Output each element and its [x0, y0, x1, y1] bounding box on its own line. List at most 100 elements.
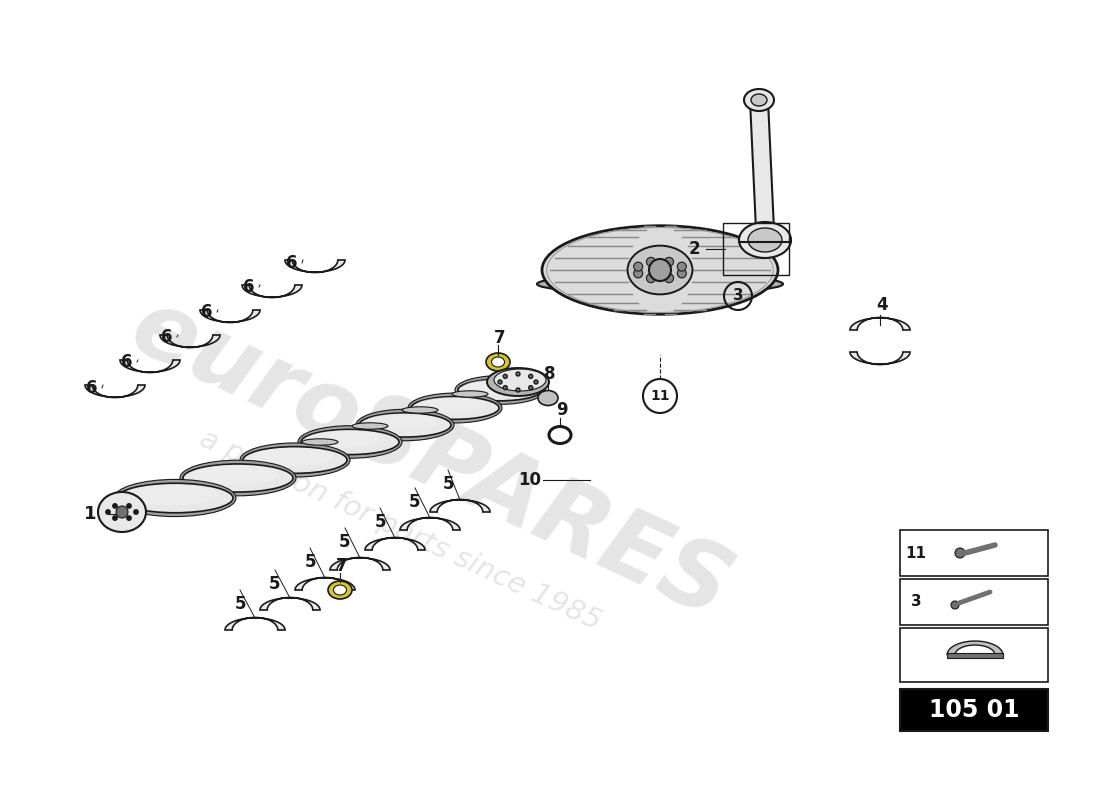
Text: 6: 6 — [121, 353, 133, 371]
Polygon shape — [947, 641, 1003, 655]
Polygon shape — [200, 310, 260, 322]
Ellipse shape — [365, 414, 439, 430]
Text: 11: 11 — [905, 546, 926, 561]
Ellipse shape — [183, 464, 293, 492]
Text: 4: 4 — [877, 296, 888, 314]
Ellipse shape — [302, 438, 338, 445]
Ellipse shape — [408, 393, 502, 423]
Text: 6: 6 — [243, 278, 255, 296]
Ellipse shape — [298, 426, 402, 458]
Ellipse shape — [463, 379, 530, 394]
Ellipse shape — [117, 483, 233, 513]
Circle shape — [634, 262, 642, 271]
Polygon shape — [295, 578, 355, 590]
Polygon shape — [120, 360, 180, 373]
Ellipse shape — [190, 475, 226, 481]
Circle shape — [106, 510, 110, 514]
Bar — [947, 653, 1003, 658]
Polygon shape — [160, 335, 220, 347]
Circle shape — [664, 258, 673, 266]
Circle shape — [516, 388, 520, 392]
Ellipse shape — [359, 413, 451, 437]
Ellipse shape — [308, 430, 386, 448]
Circle shape — [498, 380, 502, 384]
Polygon shape — [285, 260, 345, 273]
Bar — [900, 689, 1048, 731]
Ellipse shape — [452, 391, 488, 397]
Circle shape — [534, 380, 538, 384]
Ellipse shape — [125, 485, 219, 506]
Ellipse shape — [333, 585, 346, 595]
Ellipse shape — [458, 379, 542, 401]
Text: 6: 6 — [201, 303, 212, 321]
Text: 11: 11 — [650, 389, 670, 403]
Ellipse shape — [487, 368, 549, 396]
Ellipse shape — [248, 457, 283, 463]
Circle shape — [678, 262, 686, 271]
Text: 9: 9 — [557, 401, 568, 419]
Circle shape — [529, 374, 532, 378]
Polygon shape — [85, 385, 145, 398]
Text: 5: 5 — [374, 513, 386, 531]
Text: 1: 1 — [84, 505, 97, 523]
Ellipse shape — [114, 479, 236, 517]
Circle shape — [504, 386, 507, 390]
Circle shape — [647, 258, 656, 266]
Ellipse shape — [542, 226, 778, 314]
Text: 105 01: 105 01 — [928, 698, 1020, 722]
Ellipse shape — [402, 406, 438, 413]
Polygon shape — [430, 499, 490, 512]
Polygon shape — [242, 285, 302, 298]
Ellipse shape — [356, 410, 454, 441]
Text: 5: 5 — [270, 575, 280, 593]
Ellipse shape — [744, 89, 774, 111]
Text: 5: 5 — [234, 595, 245, 613]
Ellipse shape — [98, 492, 146, 532]
Circle shape — [113, 516, 118, 520]
Polygon shape — [850, 352, 910, 365]
Circle shape — [678, 269, 686, 278]
Text: 6: 6 — [86, 379, 98, 397]
Bar — [900, 579, 1048, 625]
Ellipse shape — [301, 430, 399, 454]
Circle shape — [126, 504, 131, 508]
Text: euroSPARES: euroSPARES — [117, 281, 744, 639]
Circle shape — [113, 504, 118, 508]
Circle shape — [634, 269, 642, 278]
Ellipse shape — [191, 466, 279, 485]
Ellipse shape — [328, 581, 352, 599]
Ellipse shape — [243, 446, 346, 474]
Ellipse shape — [180, 460, 296, 496]
Polygon shape — [400, 518, 460, 530]
Bar — [900, 628, 1048, 682]
Polygon shape — [750, 100, 774, 230]
Polygon shape — [330, 558, 390, 570]
Ellipse shape — [411, 397, 499, 419]
Text: 2: 2 — [689, 240, 700, 258]
Ellipse shape — [492, 357, 505, 367]
Circle shape — [516, 372, 520, 376]
Polygon shape — [226, 618, 285, 630]
Text: 7: 7 — [337, 557, 348, 575]
Ellipse shape — [538, 390, 558, 406]
Circle shape — [504, 374, 507, 378]
Polygon shape — [365, 538, 425, 550]
Circle shape — [649, 259, 671, 281]
Polygon shape — [120, 375, 530, 518]
Text: 10: 10 — [518, 471, 541, 489]
Ellipse shape — [627, 246, 693, 294]
Circle shape — [116, 506, 128, 518]
Circle shape — [952, 601, 959, 609]
Text: 5: 5 — [442, 475, 453, 493]
Ellipse shape — [537, 274, 783, 294]
Ellipse shape — [417, 397, 487, 413]
Text: 6: 6 — [162, 328, 173, 346]
Circle shape — [647, 274, 656, 282]
Text: 3: 3 — [733, 289, 744, 303]
Text: 7: 7 — [494, 329, 506, 347]
Circle shape — [126, 516, 131, 520]
Text: 5: 5 — [339, 533, 351, 551]
Ellipse shape — [352, 422, 388, 429]
Circle shape — [134, 510, 139, 514]
Ellipse shape — [455, 375, 544, 404]
